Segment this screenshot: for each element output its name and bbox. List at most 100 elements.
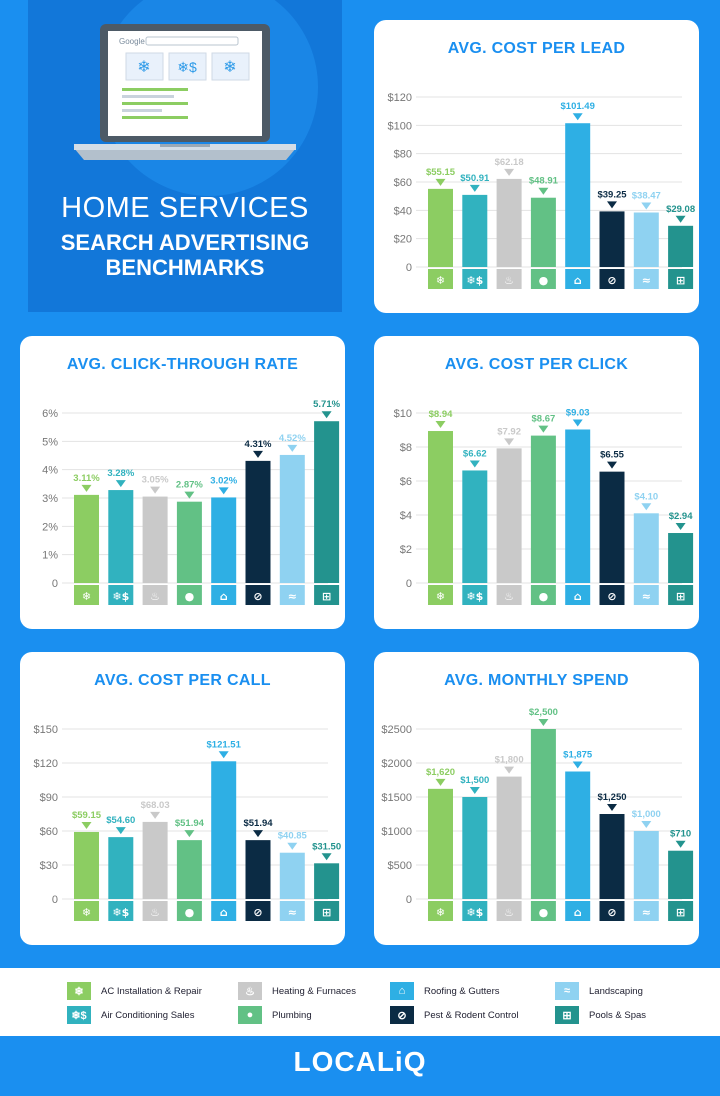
icon-glyph: ● [539,274,549,287]
y-tick-label: $2500 [381,724,412,736]
y-tick-label: $8 [400,442,412,454]
roof-icon [565,901,591,921]
icon-glyph: ⌂ [574,906,582,919]
value-marker [504,438,515,446]
data-label: $6.62 [463,448,487,459]
bar-landscaping [633,212,659,267]
data-label: $101.49 [561,101,595,112]
y-tick-label: $6 [400,476,412,488]
ac-dollar-icon [108,901,134,921]
y-tick-label: $150 [34,724,58,736]
y-tick-label: $20 [394,234,412,246]
y-tick-label: 0 [406,262,412,274]
y-tick-label: $40 [394,205,412,217]
value-marker [607,461,617,469]
ac-dollar-icon [462,269,488,289]
value-marker [675,215,686,223]
chart-title: AVG. CLICK-THROUGH RATE [66,356,299,373]
pool-ladder-icon [668,269,694,289]
data-label: $710 [670,829,691,840]
y-tick-label: 5% [42,436,58,448]
data-label: $54.60 [106,815,135,826]
value-marker [641,821,652,828]
value-marker [253,450,263,458]
value-marker [81,821,92,829]
icon-glyph: ❄$ [112,590,129,603]
data-label: $2,500 [529,707,558,718]
y-tick-label: 0 [406,894,412,906]
data-label: 3.02% [210,475,237,486]
ac-wrench-icon [74,585,99,605]
flame-icon [142,901,168,921]
data-label: $39.25 [597,189,627,200]
icon-glyph: ♨ [150,906,160,919]
data-label: $31.50 [312,841,341,852]
icon-glyph: ⊘ [253,590,262,603]
icon-glyph: ♨ [504,906,514,919]
card-click-through-rate: AVG. CLICK-THROUGH RATE 0 1% 2% 3% 4% 5% 6% ❄ 3.… [20,336,345,629]
icon-glyph: ● [185,906,195,919]
value-marker [538,425,549,433]
icon-glyph: ● [185,590,195,603]
icon-glyph: ⊘ [607,590,616,603]
chart-click-through-rate: 0 1% 2% 3% 4% 5% 6% ❄ 3.11% ❄$ 3.28% ♨ 3.05% ● 2.87% ⌂ 3… [42,399,341,605]
y-tick-label: $10 [394,408,412,420]
data-label: $8.67 [532,414,556,425]
data-label: $7.92 [497,426,521,437]
value-marker [675,840,686,848]
ac-wrench-icon [428,585,453,605]
no-pest-icon [245,901,271,921]
hero-subtitle-line2: BENCHMARKS [105,255,265,280]
data-label: $68.03 [141,800,170,811]
data-label: 4.31% [245,439,272,450]
chart-monthly-spend: 0 $500 $1000 $1500 $2000 $2500 ❄ $1,620 ❄$ $1,500… [381,707,694,921]
icon-glyph: ♨ [504,590,514,603]
pool-ladder-icon: ⊞ [555,1006,579,1024]
landscape-icon: ≈ [555,982,579,1000]
bar-landscaping [279,454,305,583]
icon-glyph: ❄ [82,590,91,603]
pool-ladder-icon [668,585,694,605]
legend-label: AC Installation & Repair [101,985,202,997]
icon-glyph: ≈ [642,590,651,603]
bar-pools [668,225,694,267]
value-marker [253,830,263,838]
value-marker [572,761,583,769]
data-label: $4.10 [634,491,658,502]
icon-glyph: ⌂ [220,906,228,919]
icon-glyph: ⊞ [676,906,685,919]
icon-glyph: ❄ [82,906,91,919]
water-drop-icon [530,585,556,605]
data-label: $40.85 [278,831,308,842]
bar-roofing [565,771,591,899]
card-cost-per-click: AVG. COST PER CLICK 0 $2 $4 $6 $8 $10 ❄ $8.94 ❄$… [374,336,699,629]
icon-glyph: ❄$ [466,906,483,919]
chart-cost-per-click: 0 $2 $4 $6 $8 $10 ❄ $8.94 ❄$ $6.62 ♨ $7.92 ● $8.67 ⌂ $9… [394,407,694,605]
legend-label: Roofing & Gutters [424,985,500,997]
data-label: $1,620 [426,767,455,778]
value-marker [81,484,92,492]
bar-pools [314,421,340,583]
icon-glyph: ⊘ [253,906,262,919]
icon-glyph: ⌂ [574,590,582,603]
value-marker [287,842,298,850]
flame-icon [496,901,522,921]
y-tick-label: $120 [388,92,412,104]
roof-icon [211,585,237,605]
icon-glyph: ❄ [436,274,445,287]
legend-item: ❄ AC Installation & Repair [67,982,202,1000]
bar-plumbing [530,197,556,267]
card-monthly-spend: AVG. MONTHLY SPEND 0 $500 $1000 $1500 $2000 $… [374,652,699,945]
data-label: $1,875 [563,750,593,761]
ac-wrench-icon: ❄ [67,982,91,1000]
bar-pools [668,533,694,583]
bar-pools [314,863,340,899]
data-label: $1,500 [460,775,489,786]
icon-glyph: ❄$ [466,274,483,287]
bar-roofing [565,429,591,583]
value-marker [435,421,446,429]
data-label: $9.03 [566,407,590,418]
value-marker [538,719,549,726]
pool-ladder-icon [314,585,340,605]
bar-landscaping [279,852,305,899]
